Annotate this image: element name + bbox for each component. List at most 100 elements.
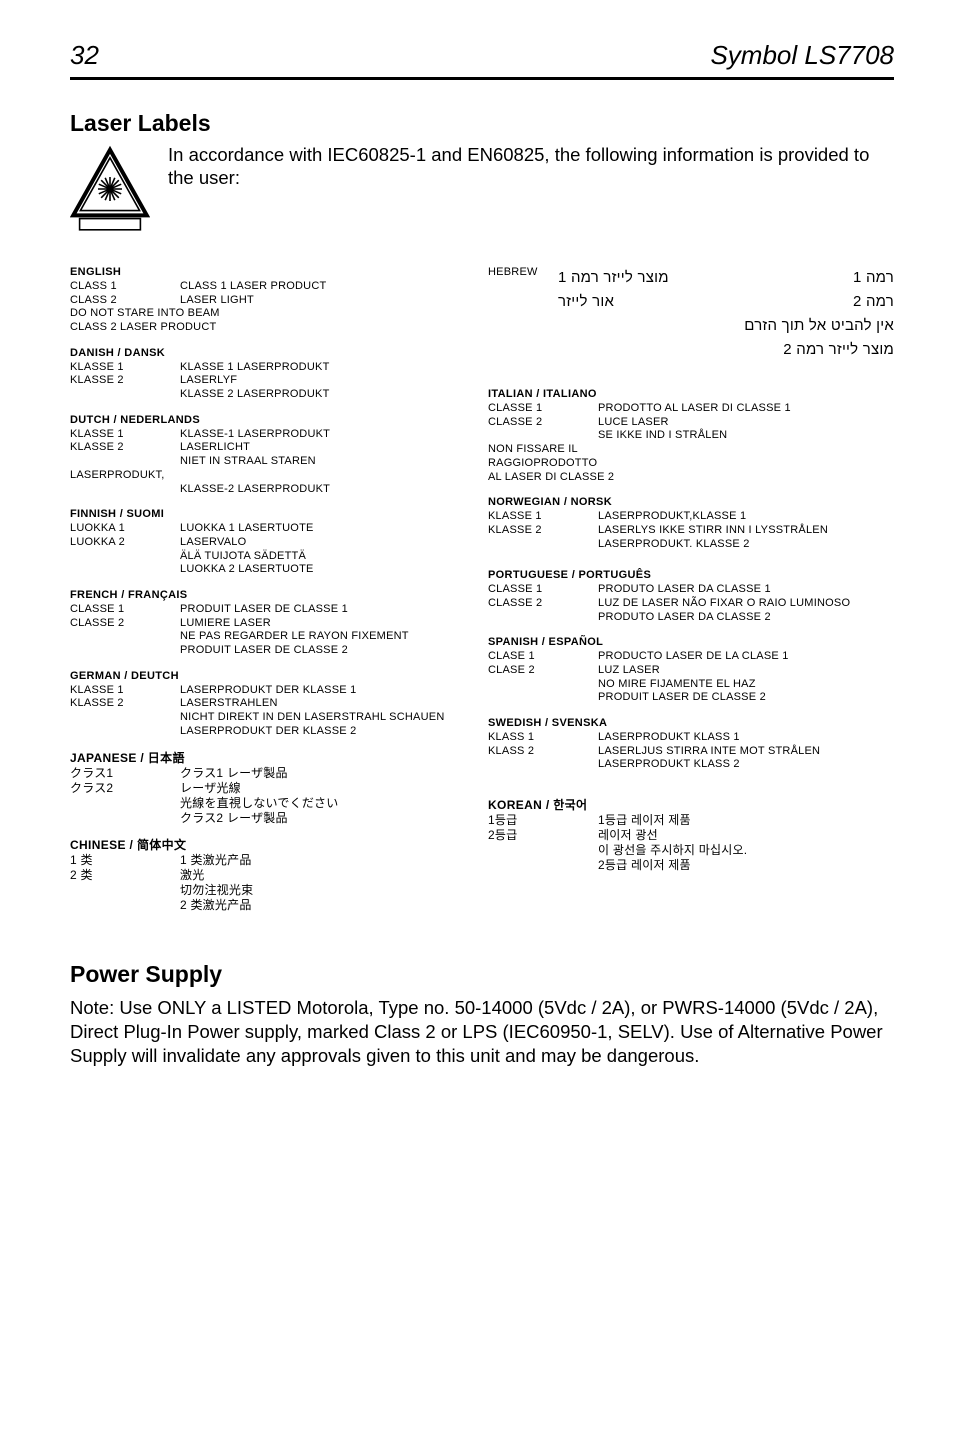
block-english: ENGLISH CLASS 1CLASS 1 LASER PRODUCT CLA… xyxy=(70,266,476,335)
ja-c1k: クラス1 xyxy=(70,766,180,781)
ja-c2k: クラス2 xyxy=(70,781,180,796)
hdr-swedish: SWEDISH / SVENSKA xyxy=(488,717,894,731)
fr-c1k: CLASSE 1 xyxy=(70,603,180,617)
es-c2k: CLASE 2 xyxy=(488,664,598,678)
block-spanish: SPANISH / ESPAÑOL CLASE 1PRODUCTO LASER … xyxy=(488,636,894,705)
hdr-dutch: DUTCH / NEDERLANDS xyxy=(70,414,476,428)
da-c1k: KLASSE 1 xyxy=(70,361,180,375)
zh-n1: 切勿注视光束 xyxy=(180,883,476,898)
sv-n1: LASERPRODUKT KLASS 2 xyxy=(598,758,894,772)
es-c1k: CLASE 1 xyxy=(488,650,598,664)
sv-c2k: KLASS 2 xyxy=(488,745,598,759)
hdr-spanish: SPANISH / ESPAÑOL xyxy=(488,636,894,650)
it-c1k: CLASSE 1 xyxy=(488,402,598,416)
block-japanese: JAPANESE / 日本語 クラス1クラス1 レーザ製品 クラス2レーザ光線 … xyxy=(70,751,476,826)
intro-row: In accordance with IEC60825-1 and EN6082… xyxy=(70,145,894,236)
es-n1: NO MIRE FIJAMENTE EL HAZ xyxy=(598,678,894,692)
no-c2v: LASERLYS IKKE STIRR INN I LYSSTRÅLEN xyxy=(598,524,894,538)
hdr-korean: KOREAN / 한국어 xyxy=(488,798,894,813)
de-c1v: LASERPRODUKT DER KLASSE 1 xyxy=(180,684,476,698)
en-c2v: LASER LIGHT xyxy=(180,294,476,308)
zh-c2k: 2 类 xyxy=(70,868,180,883)
block-danish: DANISH / DANSK KLASSE 1KLASSE 1 LASERPRO… xyxy=(70,347,476,402)
block-finnish: FINNISH / SUOMI LUOKKA 1LUOKKA 1 LASERTU… xyxy=(70,508,476,577)
de-n2: LASERPRODUKT DER KLASSE 2 xyxy=(180,725,476,739)
es-c1v: PRODUCTO LASER DE LA CLASE 1 xyxy=(598,650,894,664)
ko-c1v: 1등급 레이저 제품 xyxy=(598,813,894,828)
he-l2a: רמה 2 xyxy=(836,290,894,314)
hdr-finnish: FINNISH / SUOMI xyxy=(70,508,476,522)
hdr-norwegian: NORWEGIAN / NORSK xyxy=(488,496,894,510)
it-c1v: PRODOTTO AL LASER DI CLASSE 1 xyxy=(598,402,894,416)
page-number: 32 xyxy=(70,40,99,71)
pt-c1k: CLASSE 1 xyxy=(488,583,598,597)
block-italian: ITALIAN / ITALIANO CLASSE 1PRODOTTO AL L… xyxy=(488,388,894,484)
it-n1: SE IKKE IND I STRÅLEN xyxy=(598,429,894,443)
nl-c2k: KLASSE 2 xyxy=(70,441,180,455)
da-n1: KLASSE 2 LASERPRODUKT xyxy=(180,388,476,402)
hdr-danish: DANISH / DANSK xyxy=(70,347,476,361)
ja-c1v: クラス1 レーザ製品 xyxy=(180,766,476,781)
de-n1: NICHT DIREKT IN DEN LASERSTRAHL SCHAUEN xyxy=(180,711,476,725)
ja-c2v: レーザ光線 xyxy=(180,781,476,796)
fr-n2: PRODUIT LASER DE CLASSE 2 xyxy=(180,644,476,658)
language-columns: ENGLISH CLASS 1CLASS 1 LASER PRODUCT CLA… xyxy=(70,266,894,925)
nl-n3: KLASSE-2 LASERPRODUKT xyxy=(180,483,476,497)
he-l3: אין להביט אל תוך הזרם xyxy=(558,314,894,338)
hdr-french: FRENCH / FRANÇAIS xyxy=(70,589,476,603)
ko-c2v: 레이저 광선 xyxy=(598,828,894,843)
nl-n2: LASERPRODUKT, xyxy=(70,469,476,483)
intro-text: In accordance with IEC60825-1 and EN6082… xyxy=(168,143,894,189)
block-german: GERMAN / DEUTCH KLASSE 1LASERPRODUKT DER… xyxy=(70,670,476,739)
nl-c1k: KLASSE 1 xyxy=(70,428,180,442)
laser-labels-heading: Laser Labels xyxy=(70,110,894,137)
nl-c1v: KLASSE-1 LASERPRODUKT xyxy=(180,428,476,442)
pt-n1: PRODUTO LASER DA CLASSE 2 xyxy=(598,611,894,625)
sv-c1v: LASERPRODUKT KLASS 1 xyxy=(598,731,894,745)
hdr-german: GERMAN / DEUTCH xyxy=(70,670,476,684)
it-c2v: LUCE LASER xyxy=(598,416,894,430)
no-c2k: KLASSE 2 xyxy=(488,524,598,538)
he-l2b: אור לייזר xyxy=(558,290,614,314)
fi-n2: LUOKKA 2 LASERTUOTE xyxy=(180,563,476,577)
hdr-chinese: CHINESE / 简体中文 xyxy=(70,838,476,853)
ja-n1: 光線を直視しないでください xyxy=(180,796,476,811)
ja-n2: クラス2 レーザ製品 xyxy=(180,811,476,826)
laser-warning-icon xyxy=(70,145,150,236)
no-c1k: KLASSE 1 xyxy=(488,510,598,524)
fi-c1k: LUOKKA 1 xyxy=(70,522,180,536)
it-n2: NON FISSARE IL xyxy=(488,443,894,457)
it-c2k: CLASSE 2 xyxy=(488,416,598,430)
ko-c1k: 1등급 xyxy=(488,813,598,828)
no-c1v: LASERPRODUKT,KLASSE 1 xyxy=(598,510,894,524)
fi-c2v: LASERVALO xyxy=(180,536,476,550)
fr-c1v: PRODUIT LASER DE CLASSE 1 xyxy=(180,603,476,617)
no-n1: LASERPRODUKT. KLASSE 2 xyxy=(598,538,894,552)
es-n2: PRODUIT LASER DE CLASSE 2 xyxy=(598,691,894,705)
hdr-english: ENGLISH xyxy=(70,266,476,280)
ko-n1: 이 광선을 주시하지 마십시오. xyxy=(598,843,894,858)
pt-c1v: PRODUTO LASER DA CLASSE 1 xyxy=(598,583,894,597)
en-n1: DO NOT STARE INTO BEAM xyxy=(70,307,476,321)
nl-c2v: LASERLICHT xyxy=(180,441,476,455)
hdr-japanese: JAPANESE / 日本語 xyxy=(70,751,476,766)
da-c2v: LASERLYF xyxy=(180,374,476,388)
ko-c2k: 2등급 xyxy=(488,828,598,843)
it-n3: RAGGIOPRODOTTO xyxy=(488,457,894,471)
nl-n1: NIET IN STRAAL STAREN xyxy=(180,455,476,469)
ko-n2: 2등급 레이저 제품 xyxy=(598,858,894,873)
page-header: 32 Symbol LS7708 xyxy=(70,40,894,80)
he-l1a: רמה 1 xyxy=(836,266,894,290)
zh-c1k: 1 类 xyxy=(70,853,180,868)
zh-c2v: 激光 xyxy=(180,868,476,883)
en-c1v: CLASS 1 LASER PRODUCT xyxy=(180,280,476,294)
right-column: HEBREW רמה 1מוצר לייזר רמה 1 רמה 2אור לי… xyxy=(488,266,894,925)
de-c2k: KLASSE 2 xyxy=(70,697,180,711)
en-n2: CLASS 2 LASER PRODUCT xyxy=(70,321,476,335)
block-portuguese: PORTUGUESE / PORTUGUÊS CLASSE 1PRODUTO L… xyxy=(488,569,894,624)
zh-c1v: 1 类激光产品 xyxy=(180,853,476,868)
zh-n2: 2 类激光产品 xyxy=(180,898,476,913)
fi-c2k: LUOKKA 2 xyxy=(70,536,180,550)
block-hebrew: HEBREW רמה 1מוצר לייזר רמה 1 רמה 2אור לי… xyxy=(488,266,894,376)
pt-c2v: LUZ DE LASER NÃO FIXAR O RAIO LUMINOSO xyxy=(598,597,894,611)
